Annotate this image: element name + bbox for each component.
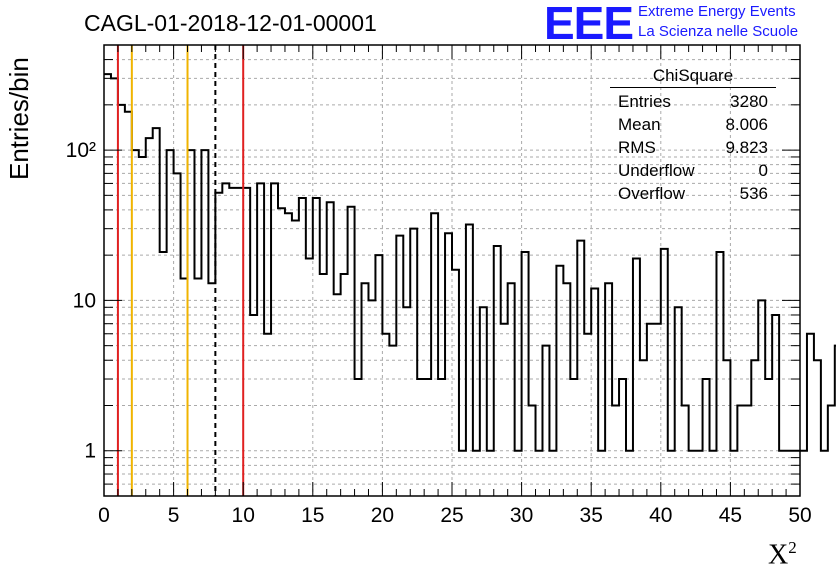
stats-value: 536 xyxy=(739,184,768,203)
stats-row-overflow: Overflow 536 xyxy=(610,182,776,205)
x-tick-label: 10 xyxy=(232,504,255,527)
x-tick-label: 25 xyxy=(440,504,463,527)
stats-value: 0 xyxy=(758,161,768,180)
x-tick-label: 35 xyxy=(580,504,603,527)
stats-row-underflow: Underflow 0 xyxy=(610,159,776,182)
x-tick-label: 30 xyxy=(510,504,533,527)
x-tick-label: 15 xyxy=(301,504,324,527)
stats-value: 9.823 xyxy=(725,138,768,157)
eee-logo: EEE xyxy=(544,0,634,49)
x-tick-label: 45 xyxy=(719,504,742,527)
x-tick-label: 0 xyxy=(98,504,110,527)
stats-label: Mean xyxy=(618,115,661,134)
logo-text-line-2: La Scienza nelle Scuole xyxy=(638,23,799,40)
x-tick-label: 5 xyxy=(168,504,180,527)
x-tick-label: 40 xyxy=(649,504,672,527)
y-tick-label: 1 xyxy=(84,440,96,463)
stats-label: Underflow xyxy=(618,161,695,180)
stats-title: ChiSquare xyxy=(610,66,776,88)
histogram-series xyxy=(104,73,836,452)
logo-text-line-1: Extreme Energy Events xyxy=(638,3,796,20)
chart-title: CAGL-01-2018-12-01-00001 xyxy=(84,10,377,36)
x-tick-label: 50 xyxy=(788,504,811,527)
x-tick-label: 20 xyxy=(371,504,394,527)
stats-value: 8.006 xyxy=(725,115,768,134)
y-tick-label: 10² xyxy=(66,139,96,162)
stats-row-entries: Entries 3280 xyxy=(610,90,776,113)
stats-box: ChiSquare Entries 3280 Mean 8.006 RMS 9.… xyxy=(610,66,776,205)
stats-row-mean: Mean 8.006 xyxy=(610,113,776,136)
x-axis-label: X2 xyxy=(768,538,797,571)
stats-label: Overflow xyxy=(618,184,686,203)
stats-row-rms: RMS 9.823 xyxy=(610,136,776,159)
stats-label: Entries xyxy=(618,92,671,111)
y-tick-label: 10 xyxy=(73,289,96,312)
stats-value: 3280 xyxy=(730,92,768,111)
stats-label: RMS xyxy=(618,138,656,157)
